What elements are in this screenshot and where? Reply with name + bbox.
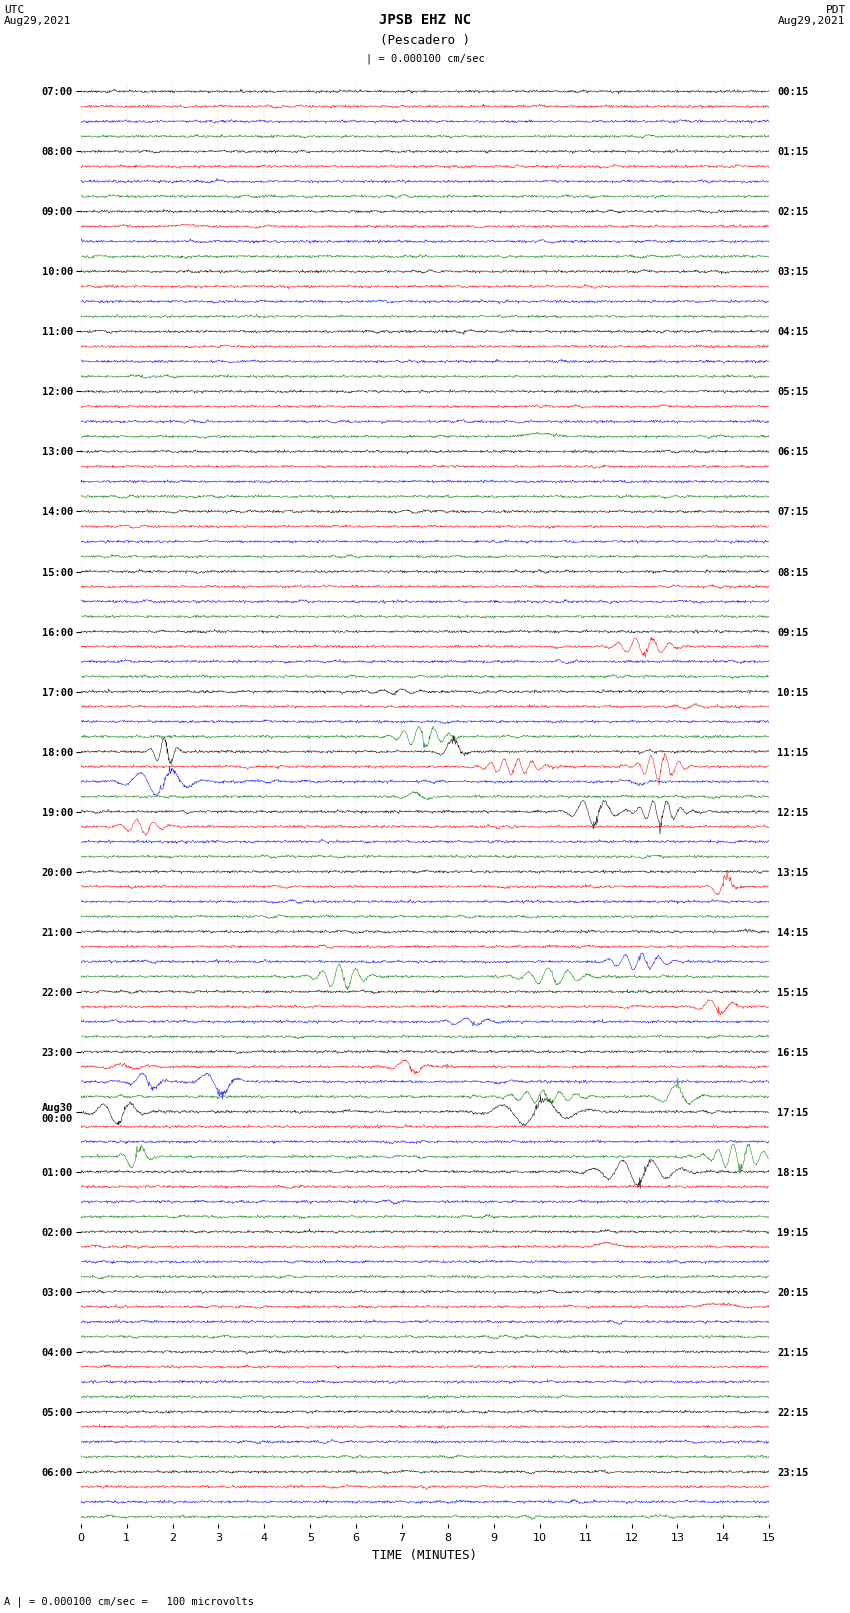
Text: UTC
Aug29,2021: UTC Aug29,2021: [4, 5, 71, 26]
X-axis label: TIME (MINUTES): TIME (MINUTES): [372, 1548, 478, 1561]
Text: A | = 0.000100 cm/sec =   100 microvolts: A | = 0.000100 cm/sec = 100 microvolts: [4, 1595, 254, 1607]
Text: PDT
Aug29,2021: PDT Aug29,2021: [779, 5, 846, 26]
Text: | = 0.000100 cm/sec: | = 0.000100 cm/sec: [366, 53, 484, 65]
Text: JPSB EHZ NC: JPSB EHZ NC: [379, 13, 471, 27]
Text: (Pescadero ): (Pescadero ): [380, 34, 470, 47]
